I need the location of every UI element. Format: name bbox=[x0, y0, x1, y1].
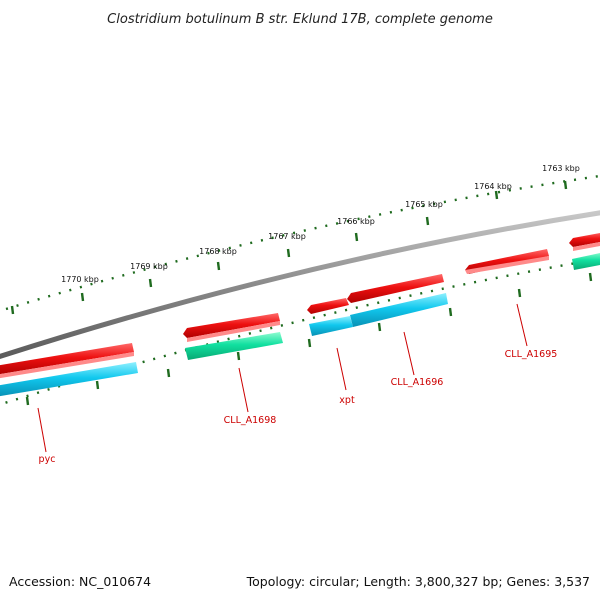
major-tick bbox=[166, 368, 171, 378]
ruler-label: 1763 kbp bbox=[542, 164, 580, 173]
major-tick bbox=[307, 338, 312, 348]
forward-gene-shadow bbox=[0, 241, 600, 379]
gene-shadow bbox=[187, 321, 280, 342]
ruler-label: 1770 kbp bbox=[61, 275, 99, 284]
major-tick bbox=[216, 261, 221, 271]
major-tick bbox=[494, 190, 499, 200]
cll-a1698-gene-arrow[interactable] bbox=[185, 332, 283, 360]
accession-text: Accession: NC_010674 bbox=[9, 574, 151, 589]
major-tick bbox=[236, 351, 241, 361]
major-tick bbox=[517, 288, 522, 298]
ruler-label: 1765 kbp bbox=[405, 200, 443, 209]
cll-a1696-leader-line bbox=[403, 331, 415, 376]
ruler-label: 1767 kbp bbox=[268, 232, 306, 241]
major-tick bbox=[95, 380, 100, 390]
major-tick bbox=[588, 272, 593, 282]
major-tick bbox=[354, 232, 359, 242]
gene-leader-lines bbox=[37, 303, 528, 453]
ruler-label: 1766 kbp bbox=[337, 217, 375, 226]
gene-label-cll-a1698[interactable]: CLL_A1698 bbox=[224, 415, 277, 426]
gene-shadow bbox=[573, 241, 600, 251]
forward-gene-arrow[interactable] bbox=[0, 343, 134, 375]
gene-labels: pyc CLL_A1698 xpt CLL_A1696 CLL_A1695 bbox=[39, 349, 558, 465]
outer-tick-ring bbox=[5, 174, 600, 315]
gene-label-xpt[interactable]: xpt bbox=[339, 395, 355, 406]
forward-gene-arrow[interactable] bbox=[347, 274, 444, 303]
xpt-gene-arrow[interactable] bbox=[307, 298, 349, 314]
outer-tick-ring-dots bbox=[5, 174, 600, 311]
major-tick bbox=[10, 305, 15, 315]
reverse-gene-track bbox=[0, 252, 600, 397]
gene-label-pyc[interactable]: pyc bbox=[39, 454, 56, 465]
major-tick bbox=[286, 248, 291, 258]
xpt-leader-line bbox=[336, 347, 347, 391]
ruler-labels: 1763 kbp 1764 kbp 1765 kbp 1766 kbp 1767… bbox=[61, 164, 580, 284]
ruler-label: 1768 kbp bbox=[199, 247, 237, 256]
major-tick bbox=[563, 180, 568, 190]
major-tick bbox=[80, 292, 85, 302]
major-tick bbox=[25, 396, 30, 406]
gene-shadow bbox=[465, 256, 549, 274]
major-tick bbox=[448, 307, 453, 317]
reverse-gene-arrow[interactable] bbox=[309, 316, 353, 336]
major-tick bbox=[377, 322, 382, 332]
genome-summary-text: Topology: circular; Length: 3,800,327 bp… bbox=[246, 574, 590, 589]
gene-label-cll-a1696[interactable]: CLL_A1696 bbox=[391, 377, 444, 388]
gene-label-cll-a1695[interactable]: CLL_A1695 bbox=[505, 349, 558, 360]
map-title: Clostridium botulinum B str. Eklund 17B,… bbox=[107, 12, 493, 27]
forward-gene-arrow[interactable] bbox=[569, 232, 600, 247]
pyc-gene-arrow[interactable] bbox=[0, 362, 138, 397]
major-tick bbox=[148, 278, 153, 288]
cll-a1696-gene-arrow[interactable] bbox=[350, 293, 448, 327]
reverse-gene-arrow[interactable] bbox=[572, 252, 600, 270]
genome-backbone bbox=[0, 210, 600, 360]
gene-shadow bbox=[0, 352, 134, 379]
ruler-label: 1769 kbp bbox=[130, 262, 168, 271]
forward-gene-arrow[interactable] bbox=[183, 313, 280, 338]
ruler-label: 1764 kbp bbox=[474, 182, 512, 191]
cll-a1698-leader-line bbox=[238, 367, 249, 413]
pyc-leader-line bbox=[37, 407, 47, 453]
major-tick bbox=[425, 216, 430, 226]
cll-a1695-leader-line bbox=[516, 303, 528, 347]
